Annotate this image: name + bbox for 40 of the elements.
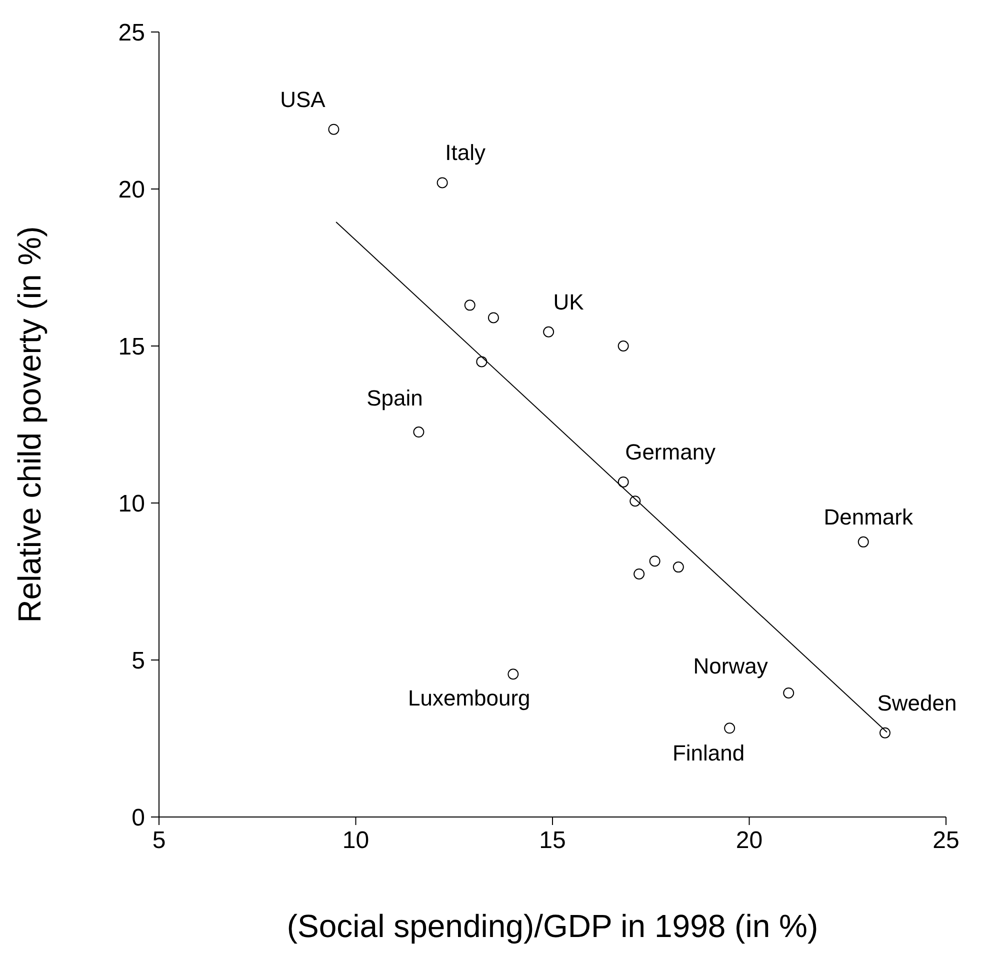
point <box>476 356 488 368</box>
point <box>783 687 794 698</box>
annotation: Luxembourg <box>408 686 530 711</box>
point <box>618 340 629 352</box>
point <box>858 536 869 548</box>
y-tick-label: 20 <box>118 176 145 204</box>
annotation: UK <box>553 289 584 314</box>
y-tick-label: 25 <box>118 20 145 47</box>
y-tick-label: 15 <box>118 334 145 361</box>
point <box>328 124 340 135</box>
y-axis-title: Relative child poverty (in %) <box>11 226 48 623</box>
point <box>436 177 448 188</box>
x-axis-title: (Social spending)/GDP in 1998 (in %) <box>286 908 818 944</box>
annotation: Italy <box>445 140 486 166</box>
point <box>618 476 629 488</box>
point <box>508 668 519 680</box>
x-tick-label: 25 <box>932 827 960 854</box>
point <box>413 426 424 438</box>
point <box>464 300 476 311</box>
annotation: Spain <box>366 386 423 411</box>
x-tick-label: 5 <box>152 827 166 854</box>
point <box>634 568 645 580</box>
annotation: USA <box>280 86 326 112</box>
x-tick-label: 20 <box>736 827 763 854</box>
point <box>488 312 499 324</box>
point <box>649 556 660 567</box>
annotation: Denmark <box>824 504 914 530</box>
point <box>880 727 891 738</box>
point <box>543 326 554 338</box>
y-tick-label: 10 <box>118 490 145 518</box>
x-tick-label: 15 <box>539 827 566 854</box>
annotation: Sweden <box>877 690 957 716</box>
x-tick-label: 10 <box>342 827 370 854</box>
annotation: Germany <box>625 439 716 464</box>
annotation: Finland <box>672 740 745 766</box>
point <box>724 722 736 734</box>
point <box>672 562 684 573</box>
y-tick-label: 0 <box>132 804 145 832</box>
annotation: Norway <box>693 653 768 678</box>
y-tick-label: 5 <box>132 648 145 675</box>
